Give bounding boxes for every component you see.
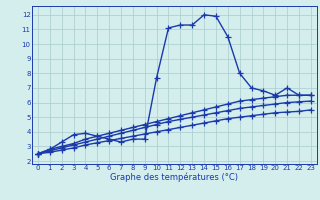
X-axis label: Graphe des températures (°C): Graphe des températures (°C) <box>110 173 238 182</box>
